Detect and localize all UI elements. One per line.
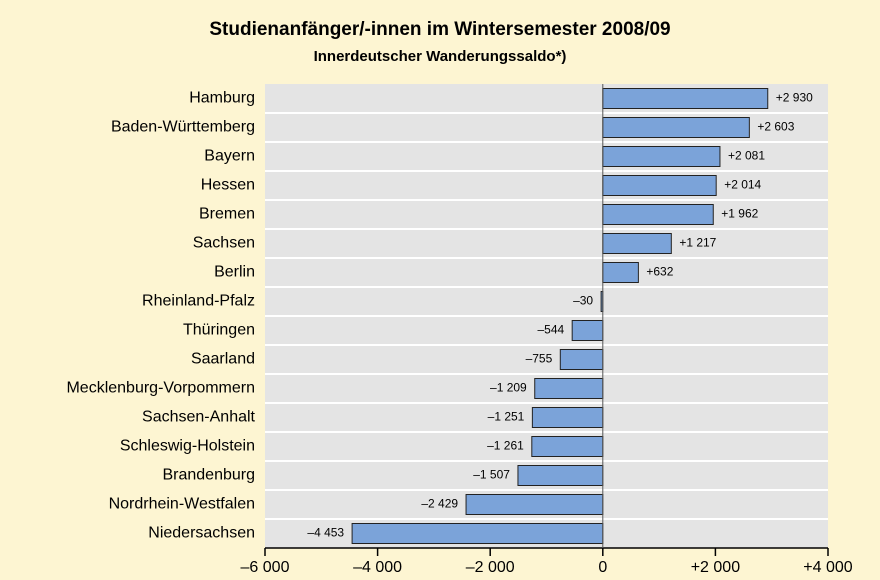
chart-title: Studienanfänger/-innen im Wintersemester… [209, 19, 670, 40]
value-label: –1 507 [473, 468, 510, 482]
y-tick-label: Baden-Württemberg [111, 119, 255, 136]
bar [351, 523, 604, 544]
value-label: –1 251 [488, 410, 525, 424]
y-tick-label: Hessen [201, 177, 255, 194]
bar [602, 233, 672, 254]
bar [559, 349, 604, 370]
x-tick-label: –2 000 [466, 559, 515, 576]
value-label: –4 453 [307, 526, 344, 540]
bar [534, 378, 604, 399]
bar [571, 320, 604, 341]
x-tick-label: +4 000 [803, 559, 852, 576]
y-tick-label: Bremen [199, 206, 255, 223]
bar [602, 117, 750, 138]
bar [602, 262, 639, 283]
bar [602, 88, 769, 109]
value-label: +2 930 [776, 91, 813, 105]
y-tick-label: Rheinland-Pfalz [142, 293, 255, 310]
chart-subtitle: Innerdeutscher Wanderungssaldo*) [314, 48, 567, 65]
y-tick-label: Brandenburg [162, 467, 255, 484]
x-tick-label: 0 [598, 559, 607, 576]
x-tick-label: –6 000 [241, 559, 290, 576]
bar [602, 146, 721, 167]
x-tick-label: +2 000 [691, 559, 740, 576]
value-label: –2 429 [421, 497, 458, 511]
value-label: –544 [537, 323, 564, 337]
y-tick-label: Saarland [191, 351, 255, 368]
bar [517, 465, 604, 486]
value-label: +1 962 [721, 207, 758, 221]
y-tick-label: Berlin [214, 264, 255, 281]
value-label: –755 [526, 352, 553, 366]
value-label: –1 209 [490, 381, 527, 395]
bar [531, 407, 604, 428]
y-tick-label: Schleswig-Holstein [120, 438, 255, 455]
y-tick-label: Sachsen-Anhalt [142, 409, 256, 426]
bar [602, 204, 714, 225]
x-tick-label: –4 000 [353, 559, 402, 576]
value-label: +632 [646, 265, 673, 279]
y-tick-label: Hamburg [189, 90, 255, 107]
value-label: –1 261 [487, 439, 524, 453]
y-tick-label: Thüringen [183, 322, 255, 339]
y-tick-label: Niedersachsen [148, 525, 255, 542]
bar [465, 494, 604, 515]
y-tick-label: Sachsen [193, 235, 255, 252]
value-label: +2 081 [728, 149, 765, 163]
y-tick-label: Nordrhein-Westfalen [109, 496, 255, 513]
value-label: +2 014 [724, 178, 761, 192]
value-label: +2 603 [757, 120, 794, 134]
y-tick-label: Mecklenburg-Vorpommern [66, 380, 255, 397]
bar [531, 436, 604, 457]
value-label: –30 [573, 294, 593, 308]
value-label: +1 217 [679, 236, 716, 250]
bar [602, 175, 717, 196]
y-tick-label: Bayern [204, 148, 255, 165]
